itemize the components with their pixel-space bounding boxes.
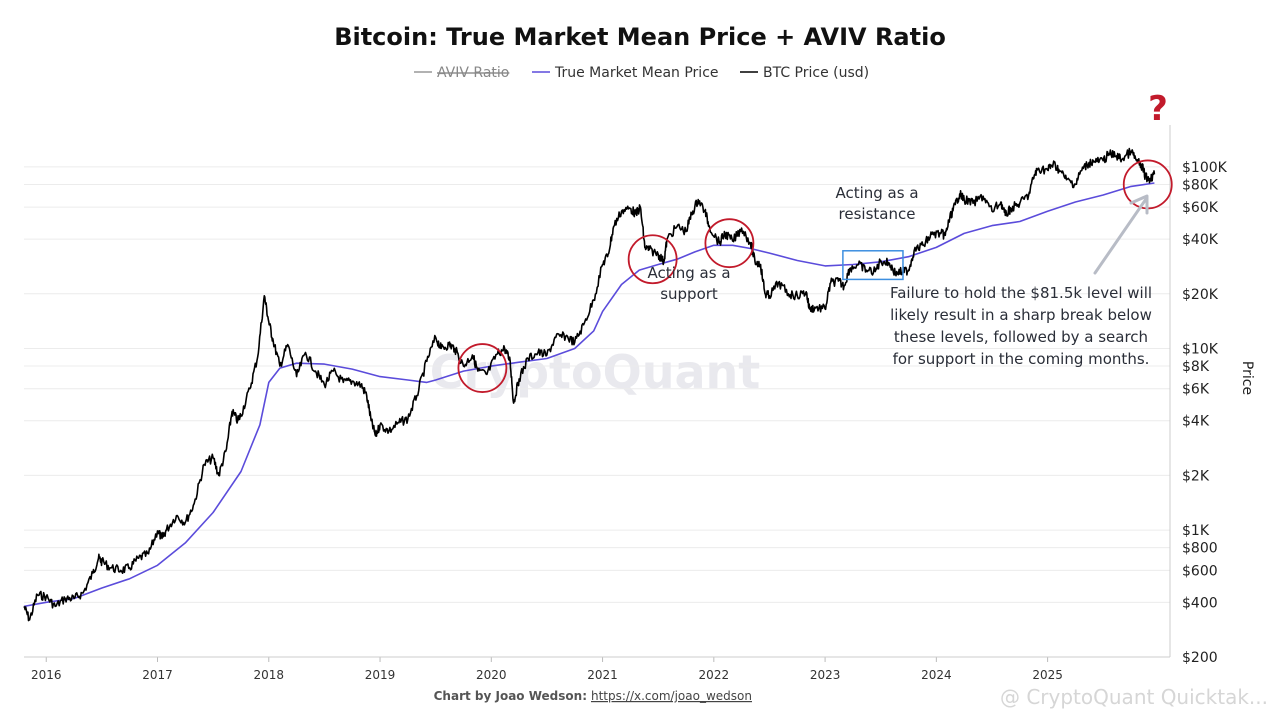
legend-label-btc-price: BTC Price (usd) bbox=[763, 65, 869, 81]
corner-watermark: @ CryptoQuant Quicktak... bbox=[1000, 685, 1268, 709]
highlight-circle bbox=[457, 343, 508, 393]
legend: AVIV Ratio True Market Mean Price BTC Pr… bbox=[414, 65, 869, 81]
annotation-resistance-line-2: resistance bbox=[839, 205, 916, 223]
forecast-arrow bbox=[1093, 194, 1149, 275]
y-tick-label: $800 bbox=[1182, 541, 1218, 557]
y-tick-label: $600 bbox=[1182, 563, 1218, 579]
annotation-resistance-line-1: Acting as a bbox=[835, 184, 918, 202]
highlight-circle bbox=[704, 218, 755, 269]
question-mark-icon: ? bbox=[1148, 89, 1168, 129]
y-tick-label: $400 bbox=[1182, 595, 1218, 611]
series-layer bbox=[23, 147, 1156, 622]
y-axis-ticks: $200 $400 $600 $800 $1K $2K $4K $6K $8K $10K $20K $… bbox=[1182, 160, 1228, 666]
y-tick-label: $20K bbox=[1182, 287, 1219, 303]
annotation-resistance: Acting as a resistance bbox=[835, 184, 918, 223]
y-tick-label: $2K bbox=[1182, 468, 1210, 484]
x-tick-label: 2020 bbox=[476, 668, 507, 682]
highlight-circles bbox=[457, 159, 1173, 393]
credit: Chart by Joao Wedson: https://x.com/joao… bbox=[434, 689, 752, 703]
x-tick-label: 2017 bbox=[142, 668, 173, 682]
annotation-forecast-line-4: for support in the coming months. bbox=[893, 350, 1150, 368]
annotation-forecast-line-3: these levels, followed by a search bbox=[894, 328, 1148, 346]
x-tick-label: 2024 bbox=[921, 668, 952, 682]
x-tick-label: 2025 bbox=[1032, 668, 1063, 682]
y-tick-label: $40K bbox=[1182, 232, 1219, 248]
annotation-forecast-line-1: Failure to hold the $81.5k level will bbox=[890, 284, 1152, 302]
y-tick-label: $200 bbox=[1182, 650, 1218, 666]
y-tick-label: $8K bbox=[1182, 359, 1210, 375]
credit-label: Chart by Joao Wedson: bbox=[434, 689, 587, 703]
legend-label-aviv: AVIV Ratio bbox=[437, 65, 509, 81]
resistance-highlight-box bbox=[842, 250, 904, 281]
x-tick-label: 2023 bbox=[810, 668, 841, 682]
y-tick-label: $6K bbox=[1182, 382, 1210, 398]
legend-item-btc-price[interactable]: BTC Price (usd) bbox=[740, 65, 869, 81]
y-tick-label: $1K bbox=[1182, 523, 1210, 539]
arrow-shaft bbox=[1093, 197, 1148, 275]
x-tick-label: 2018 bbox=[254, 668, 285, 682]
legend-item-aviv[interactable]: AVIV Ratio bbox=[414, 65, 509, 81]
legend-label-true-market-mean: True Market Mean Price bbox=[554, 65, 719, 81]
y-tick-label: $60K bbox=[1182, 200, 1219, 216]
chart-title: Bitcoin: True Market Mean Price + AVIV R… bbox=[334, 23, 946, 51]
annotation-support: Acting as a support bbox=[647, 264, 730, 303]
y-tick-label: $10K bbox=[1182, 341, 1219, 357]
y-tick-label: $100K bbox=[1182, 160, 1228, 176]
watermark: CryptoQuant bbox=[430, 345, 761, 399]
x-tick-label: 2022 bbox=[699, 668, 730, 682]
series-btc-price bbox=[23, 147, 1156, 622]
series-true-market-mean bbox=[23, 182, 1155, 608]
x-axis-ticks: 2016 2017 2018 2019 2020 2021 2022 2023 2024 2025 bbox=[31, 657, 1063, 682]
y-tick-label: $4K bbox=[1182, 414, 1210, 430]
x-tick-label: 2016 bbox=[31, 668, 62, 682]
x-tick-label: 2021 bbox=[587, 668, 618, 682]
credit-link[interactable]: https://x.com/joao_wedson bbox=[591, 689, 752, 703]
annotation-forecast: Failure to hold the $81.5k level will li… bbox=[890, 284, 1152, 368]
highlight-circle bbox=[627, 234, 678, 285]
annotation-support-line-2: support bbox=[660, 285, 718, 303]
y-axis-label: Price bbox=[1239, 361, 1255, 395]
annotation-support-line-1: Acting as a bbox=[647, 264, 730, 282]
gridlines bbox=[24, 166, 1170, 658]
arrow-head bbox=[1129, 194, 1149, 215]
y-tick-label: $80K bbox=[1182, 177, 1219, 193]
legend-item-true-market-mean[interactable]: True Market Mean Price bbox=[532, 65, 719, 81]
annotation-forecast-line-2: likely result in a sharp break below bbox=[890, 306, 1152, 324]
x-tick-label: 2019 bbox=[365, 668, 396, 682]
